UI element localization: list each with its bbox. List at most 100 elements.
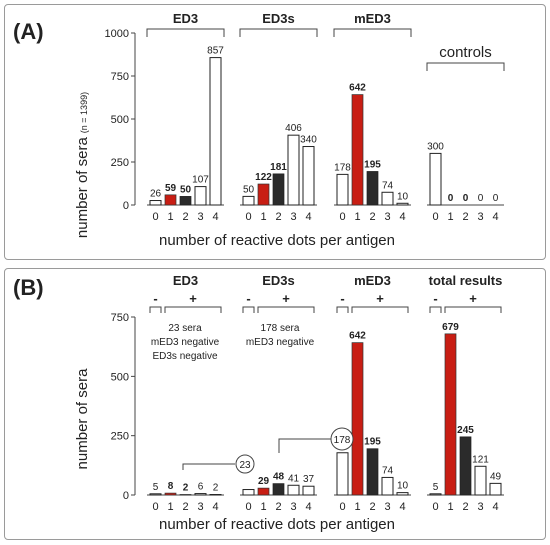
data-label-a: 340	[300, 135, 317, 146]
bracket-plus-b	[164, 306, 222, 313]
bracket-plus-b	[351, 306, 409, 313]
x-tick-label-a: 0	[245, 211, 251, 223]
x-tick-label-b: 1	[260, 501, 266, 513]
data-label-b: 2	[183, 483, 189, 494]
x-tick-label-a: 2	[462, 211, 468, 223]
bracket-a	[333, 28, 412, 37]
x-tick-label-b: 4	[305, 501, 311, 513]
panel-a-label: (A)	[13, 19, 44, 44]
bracket-plus-b	[257, 306, 315, 313]
bar-a-2-0	[336, 173, 349, 206]
bar-a-1-2	[272, 173, 285, 206]
circle-23-label: 23	[239, 460, 251, 471]
bar-b-2-2	[366, 448, 379, 496]
sign-plus-b: +	[282, 291, 290, 306]
x-tick-label-b: 3	[290, 501, 296, 513]
panel-b: (B) number of reactive dots per antigen …	[4, 268, 546, 540]
y-axis-label-a: number of sera (n = 1399)	[74, 92, 91, 238]
data-label-a: 642	[349, 83, 366, 94]
bar-b-3-1	[444, 333, 457, 496]
x-tick-label-a: 4	[399, 211, 405, 223]
y-tick-label-b: 250	[111, 431, 129, 443]
data-label-a: 0	[448, 193, 454, 204]
x-tick-label-b: 1	[354, 501, 360, 513]
x-tick-label-a: 4	[492, 211, 498, 223]
data-label-a: 74	[382, 180, 394, 191]
note-ed3-0: 23 sera	[168, 323, 202, 334]
x-tick-label-b: 0	[339, 501, 345, 513]
sign-minus-b: -	[340, 291, 344, 306]
bar-a-3-0	[429, 152, 442, 206]
bracket-minus-b	[242, 306, 255, 313]
data-label-b: 245	[457, 425, 474, 436]
x-tick-label-a: 0	[339, 211, 345, 223]
data-label-b: 679	[442, 322, 459, 333]
bracket-minus-b	[336, 306, 349, 313]
x-tick-label-b: 1	[447, 501, 453, 513]
x-tick-label-a: 3	[384, 211, 390, 223]
x-tick-label-a: 0	[152, 211, 158, 223]
x-tick-label-a: 4	[305, 211, 311, 223]
bar-b-0-1	[164, 492, 177, 496]
y-tick-label-a: 0	[123, 200, 129, 212]
x-tick-label-b: 3	[384, 501, 390, 513]
data-label-a: 406	[285, 123, 302, 134]
data-label-b: 74	[382, 465, 394, 476]
panel-a: (A) number of reactive dots per antigen …	[4, 4, 546, 260]
y-axis-label-a-sub: (n = 1399)	[79, 92, 89, 133]
bar-a-1-4	[302, 146, 315, 206]
bracket-minus-b	[429, 306, 442, 313]
bar-a-0-2	[179, 196, 192, 206]
bar-b-3-0	[429, 493, 442, 496]
bar-a-2-1	[351, 94, 364, 206]
x-tick-label-a: 2	[182, 211, 188, 223]
sign-plus-b: +	[189, 291, 197, 306]
bar-a-0-3	[194, 186, 207, 206]
bar-b-3-2	[459, 436, 472, 496]
data-label-b: 5	[433, 482, 439, 493]
y-tick-label-a: 250	[111, 157, 129, 169]
bar-b-1-3	[287, 484, 300, 496]
x-tick-label-b: 0	[245, 501, 251, 513]
group-name-a: ED3s	[262, 11, 295, 26]
x-tick-label-a: 1	[447, 211, 453, 223]
x-tick-label-a: 3	[290, 211, 296, 223]
x-axis-label-b: number of reactive dots per antigen	[159, 516, 395, 533]
bar-a-1-0	[242, 195, 255, 206]
sign-plus-b: +	[376, 291, 384, 306]
sign-plus-b: +	[469, 291, 477, 306]
bracket-a	[239, 28, 318, 37]
x-axis-label-a: number of reactive dots per antigen	[159, 232, 395, 249]
bar-b-2-0	[336, 452, 349, 496]
bracket-controls-a	[426, 62, 505, 71]
bar-b-1-2	[272, 483, 285, 496]
data-label-b: 48	[273, 472, 285, 483]
circle-23	[235, 454, 255, 474]
data-label-a: 0	[463, 193, 469, 204]
note-ed3-2: ED3s negative	[152, 351, 217, 362]
data-label-a: 59	[165, 183, 177, 194]
data-label-a: 50	[180, 184, 192, 195]
chart-a-svg: (A) number of reactive dots per antigen …	[13, 11, 505, 249]
x-tick-label-b: 2	[462, 501, 468, 513]
data-label-b: 8	[168, 481, 174, 492]
x-tick-label-b: 0	[432, 501, 438, 513]
data-label-b: 121	[472, 454, 489, 465]
data-label-a: 0	[478, 193, 484, 204]
data-label-a: 10	[397, 191, 409, 202]
x-tick-label-a: 0	[432, 211, 438, 223]
data-label-b: 2	[213, 483, 219, 494]
note-ed3s-1: mED3 negative	[246, 337, 315, 348]
x-tick-label-b: 3	[477, 501, 483, 513]
x-tick-label-a: 3	[477, 211, 483, 223]
x-tick-label-b: 4	[399, 501, 405, 513]
data-label-b: 41	[288, 473, 300, 484]
data-label-b: 642	[349, 331, 366, 342]
data-label-a: 181	[270, 162, 287, 173]
circle-178-label: 178	[334, 435, 351, 446]
bar-a-2-2	[366, 171, 379, 206]
bar-b-1-1	[257, 487, 270, 496]
x-tick-label-b: 4	[212, 501, 218, 513]
group-name-b: ED3s	[262, 273, 295, 288]
y-tick-label-b: 0	[123, 490, 129, 502]
